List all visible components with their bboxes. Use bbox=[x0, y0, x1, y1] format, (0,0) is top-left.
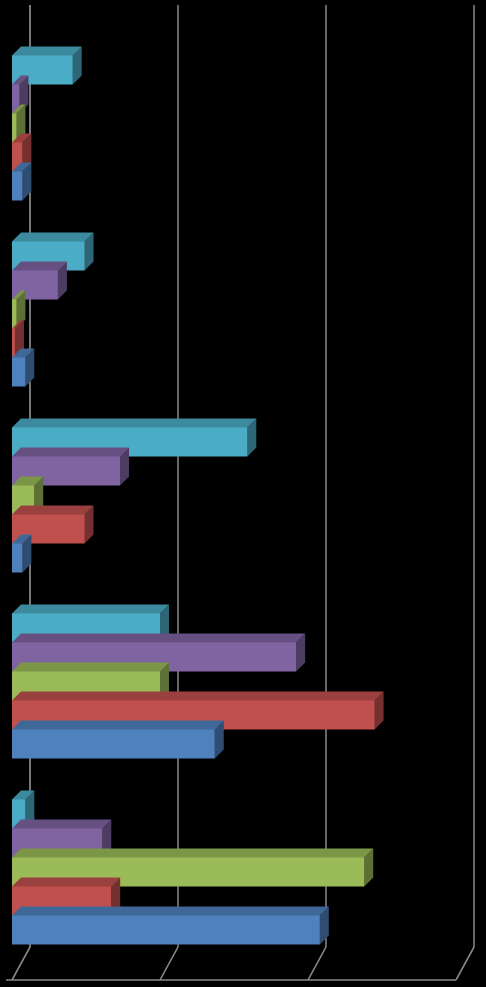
bar-top bbox=[12, 319, 24, 329]
bar-side bbox=[22, 133, 32, 172]
bar bbox=[12, 328, 15, 358]
bar-side bbox=[72, 46, 82, 85]
bar-side bbox=[57, 261, 67, 300]
bar-top bbox=[12, 534, 32, 544]
bar-top bbox=[12, 75, 29, 85]
bar bbox=[12, 915, 320, 945]
bar-side bbox=[16, 104, 26, 143]
bar-side bbox=[102, 819, 112, 858]
bar-top bbox=[12, 162, 32, 172]
bar-top bbox=[12, 819, 112, 829]
bar-side bbox=[84, 232, 94, 271]
bar-side bbox=[22, 162, 32, 201]
bar-side bbox=[111, 877, 121, 916]
bar-top bbox=[12, 348, 35, 358]
bar-side bbox=[120, 447, 130, 486]
bar-side bbox=[374, 691, 384, 730]
bar-top bbox=[12, 447, 130, 457]
bar-side bbox=[84, 505, 94, 544]
bar-side bbox=[319, 906, 329, 945]
bar-top bbox=[12, 691, 384, 701]
bar-side bbox=[25, 790, 35, 829]
bar-side bbox=[160, 604, 169, 643]
bar-top bbox=[12, 877, 121, 887]
bar bbox=[12, 357, 26, 387]
bar-top bbox=[12, 633, 306, 643]
bar-top bbox=[12, 46, 82, 56]
bar-side bbox=[16, 290, 26, 329]
floor-grid bbox=[159, 946, 179, 981]
bar bbox=[12, 543, 23, 573]
floor-grid bbox=[11, 946, 31, 981]
bar-top bbox=[12, 505, 94, 515]
bar-side bbox=[19, 75, 29, 114]
bar-side bbox=[25, 348, 35, 387]
bar-top bbox=[12, 232, 94, 242]
bar-top bbox=[12, 906, 329, 916]
bar-top bbox=[12, 418, 257, 428]
floor-grid bbox=[307, 946, 327, 981]
bar-top bbox=[12, 720, 224, 730]
bar bbox=[12, 299, 17, 329]
bar-top bbox=[12, 848, 374, 858]
bar-side bbox=[22, 534, 32, 573]
bar-side bbox=[247, 418, 257, 457]
bar-side bbox=[160, 662, 169, 701]
bar bbox=[12, 113, 17, 143]
bar-top bbox=[12, 290, 26, 300]
bar-top bbox=[12, 261, 67, 271]
bar bbox=[12, 84, 20, 114]
bar bbox=[12, 171, 23, 201]
bar-side bbox=[364, 848, 374, 887]
bar bbox=[12, 729, 215, 759]
bar-side bbox=[296, 633, 306, 672]
bar-top bbox=[12, 104, 26, 114]
bar-top bbox=[12, 476, 44, 486]
bar-side bbox=[14, 319, 24, 358]
floor-grid bbox=[455, 946, 475, 981]
bar bbox=[12, 142, 23, 172]
bar-top bbox=[12, 133, 32, 143]
bar-side bbox=[34, 476, 44, 515]
bar-top bbox=[12, 790, 35, 800]
bar-top bbox=[12, 604, 169, 614]
bar-side bbox=[214, 720, 224, 759]
bar-top bbox=[12, 662, 169, 672]
